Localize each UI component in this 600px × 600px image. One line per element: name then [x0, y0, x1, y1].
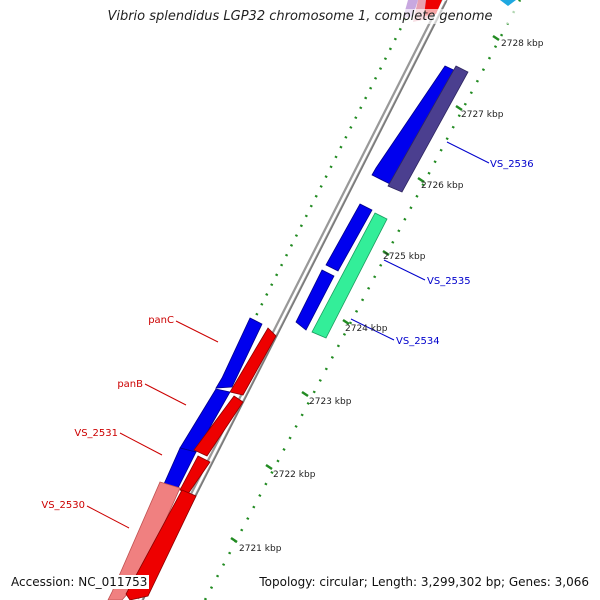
map-title: Vibrio splendidus LGP32 chromosome 1, co… [0, 9, 600, 24]
tick-label-2724: 2724 kbp [345, 324, 388, 334]
tick-label-2727: 2727 kbp [461, 110, 504, 120]
tick-marks [230, 34, 500, 544]
tick-label-2721: 2721 kbp [239, 544, 282, 554]
cds-vs2535 [311, 203, 388, 339]
cds-top-cyan [500, 0, 516, 6]
gene-label-vs2531[interactable]: VS_2531 [74, 428, 118, 439]
cds-panC [215, 317, 277, 396]
cds-panB [179, 388, 244, 457]
cds-vs2534 [295, 269, 335, 331]
tick-label-2723: 2723 kbp [309, 397, 352, 407]
gene-label-vs2536[interactable]: VS_2536 [490, 159, 534, 170]
label-leaders [86, 141, 490, 529]
gene-label-vs2530[interactable]: VS_2530 [41, 500, 85, 511]
gene-label-vs2535[interactable]: VS_2535 [427, 276, 471, 287]
tick-label-2726: 2726 kbp [421, 181, 464, 191]
gene-label-panC[interactable]: panC [148, 315, 174, 326]
tick-labels: 2728 kbp 2727 kbp 2726 kbp 2725 kbp 2724… [239, 39, 544, 554]
accession-text: Accession: NC_011753 [9, 575, 150, 589]
cds-vs2536 [371, 65, 469, 193]
tick-label-2725: 2725 kbp [383, 252, 426, 262]
gene-label-vs2534[interactable]: VS_2534 [396, 336, 440, 347]
topology-text: Topology: circular; Length: 3,299,302 bp… [257, 575, 591, 589]
gene-labels: VS_2536 VS_2535 VS_2534 panC panB VS_253… [41, 159, 533, 511]
cds-vs2531 [163, 447, 211, 495]
tick-label-2728: 2728 kbp [501, 39, 544, 49]
gc-content-track-inner [203, 0, 522, 600]
gene-label-panB[interactable]: panB [117, 379, 143, 390]
tick-label-2722: 2722 kbp [273, 470, 316, 480]
